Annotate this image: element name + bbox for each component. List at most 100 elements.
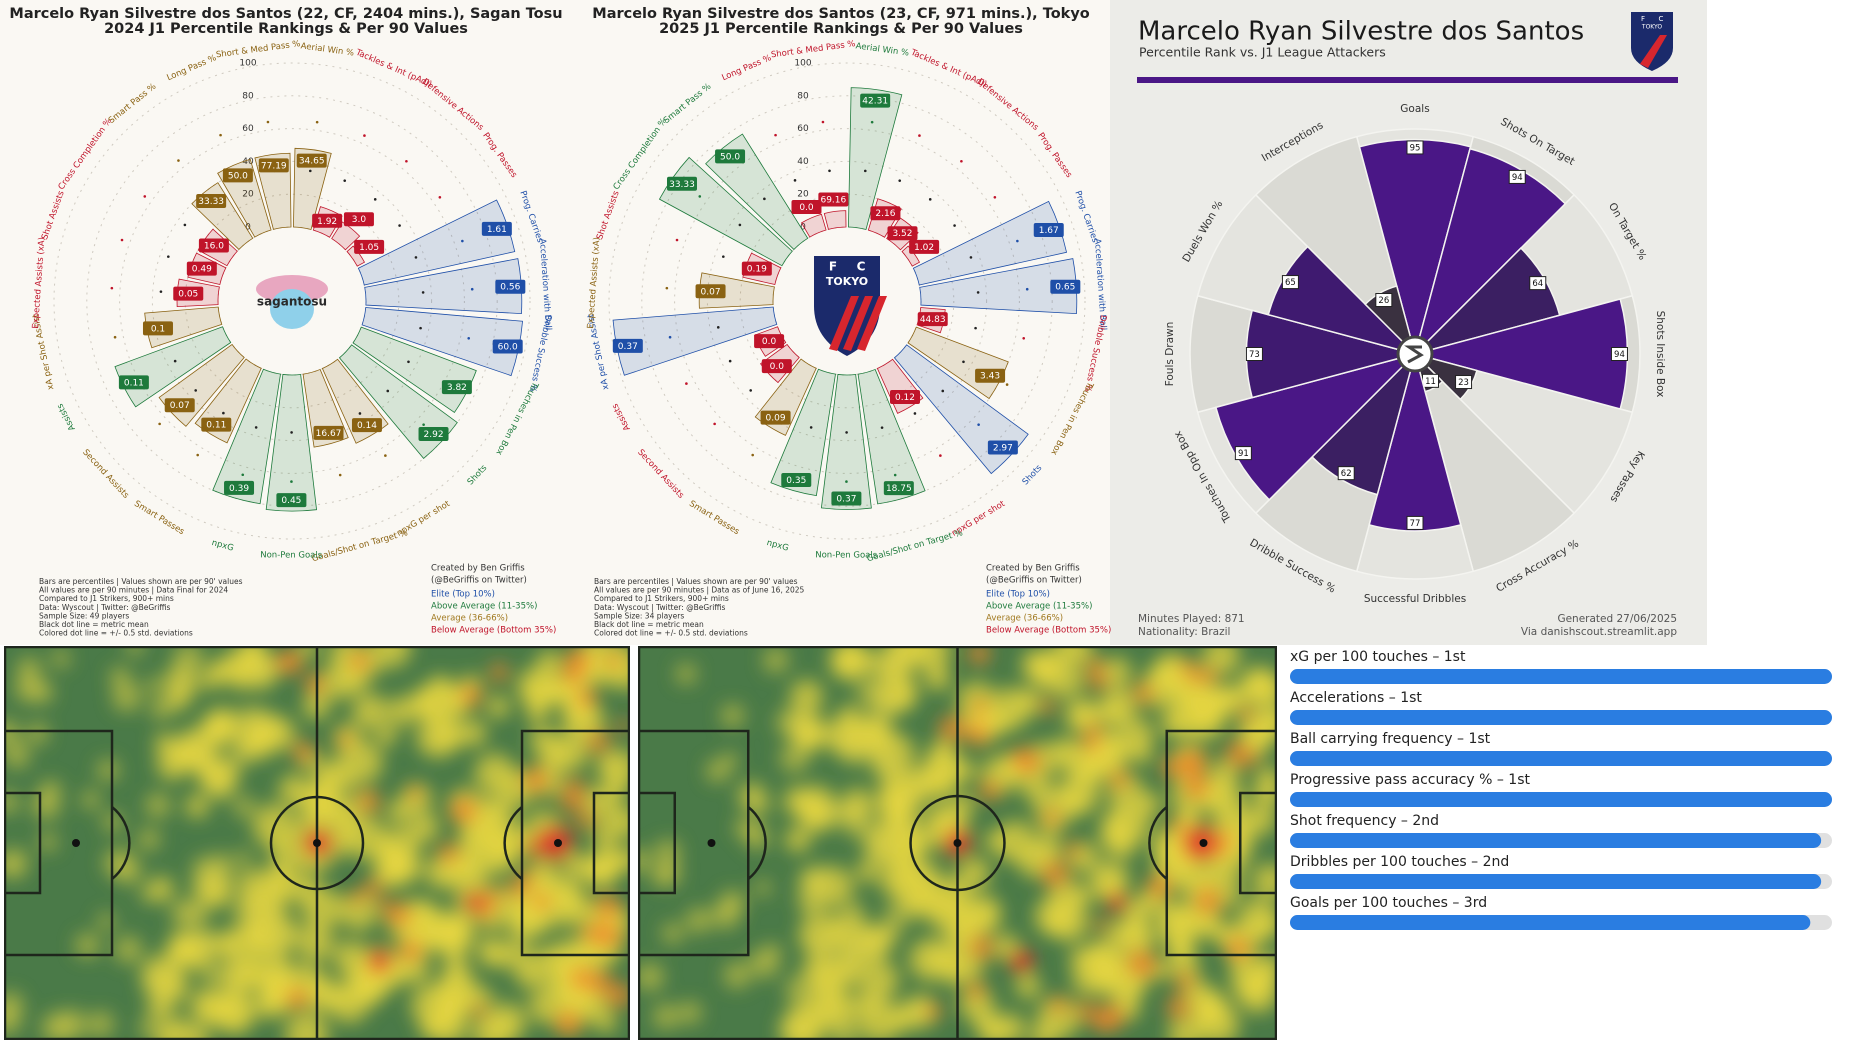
value-label: 69.16 bbox=[820, 196, 846, 206]
value-label: 0.11 bbox=[124, 378, 144, 388]
value-label: 0.37 bbox=[836, 494, 856, 504]
pitch-line bbox=[520, 729, 630, 957]
pitch-line bbox=[909, 794, 1006, 892]
value-label: 0.0 bbox=[762, 337, 777, 347]
value-box bbox=[354, 239, 385, 254]
heat-blob bbox=[533, 892, 551, 911]
mean-dot bbox=[828, 169, 831, 173]
pitch-line bbox=[638, 729, 750, 957]
legend-entry: Elite (Top 10%) bbox=[986, 590, 1050, 600]
heat-blob bbox=[1193, 988, 1228, 1024]
heat-blob bbox=[200, 962, 223, 985]
heat-blob bbox=[1108, 803, 1151, 846]
heat-blob bbox=[754, 879, 772, 896]
mean-dot bbox=[422, 423, 425, 426]
bar-label: Accelerations – 1st bbox=[1290, 690, 1422, 706]
y-tick-label: 80 bbox=[242, 91, 254, 101]
pitch-line bbox=[1148, 806, 1168, 880]
mean-dot bbox=[438, 195, 442, 199]
mean-dot bbox=[728, 359, 732, 363]
footnote: Sample Size: 34 players bbox=[594, 611, 684, 620]
heat-blob bbox=[1043, 809, 1061, 827]
mean-dot bbox=[194, 389, 197, 392]
grid-ring bbox=[674, 128, 1020, 474]
heat-blob bbox=[278, 650, 303, 674]
mean-dot bbox=[183, 223, 187, 227]
value-label: 3.0 bbox=[352, 215, 367, 225]
value-box bbox=[987, 440, 1018, 455]
value-box bbox=[441, 380, 472, 395]
heat-blob bbox=[349, 889, 365, 905]
value-label: 0.19 bbox=[747, 265, 767, 275]
heat-blob bbox=[802, 897, 819, 914]
heat-blob bbox=[990, 687, 1032, 729]
mean-dot bbox=[941, 389, 945, 393]
mean-dot bbox=[398, 224, 401, 227]
bar-label: xG per 100 touches – 1st bbox=[1290, 649, 1466, 665]
value-box bbox=[312, 213, 343, 228]
pitch-spot bbox=[313, 839, 321, 847]
heat-blob bbox=[884, 900, 913, 929]
value-box bbox=[164, 398, 195, 413]
mean-dot bbox=[308, 169, 312, 173]
footnote: Colored dot line = +/- 0.5 std. deviatio… bbox=[594, 629, 748, 638]
heat-blob bbox=[536, 649, 563, 676]
pitch-spot bbox=[72, 839, 80, 847]
value-box bbox=[612, 338, 643, 353]
value-label: 50.0 bbox=[720, 152, 740, 162]
mean-dot bbox=[315, 120, 319, 124]
value-label: 1.02 bbox=[914, 243, 934, 253]
mean-dot bbox=[918, 134, 921, 137]
heat-blob bbox=[1205, 780, 1245, 820]
mean-dot bbox=[675, 238, 679, 242]
mean-dot bbox=[668, 335, 672, 339]
heat-blob bbox=[14, 674, 43, 703]
pitch-line bbox=[1239, 791, 1277, 895]
value-box bbox=[186, 261, 217, 276]
bar bbox=[1290, 669, 1832, 684]
heat-blob bbox=[237, 868, 272, 903]
mean-dot bbox=[143, 195, 147, 198]
bar bbox=[820, 373, 872, 510]
heat-blob bbox=[1076, 1001, 1096, 1022]
heat-blob bbox=[528, 985, 568, 1025]
grid-ring bbox=[641, 95, 1053, 507]
heat-blob bbox=[861, 961, 899, 999]
heat-blob bbox=[734, 817, 755, 838]
value-label: 18.75 bbox=[886, 484, 912, 494]
logo-text: F bbox=[829, 260, 837, 274]
heat-blob bbox=[87, 1010, 115, 1038]
value-box bbox=[1033, 222, 1064, 237]
value-box bbox=[890, 390, 921, 405]
mean-dot bbox=[722, 255, 725, 258]
heat-blob bbox=[1065, 841, 1082, 858]
heat-blob bbox=[1107, 892, 1128, 913]
heat-blob bbox=[924, 1002, 942, 1020]
mean-dot bbox=[338, 473, 342, 477]
heat-blob bbox=[1122, 914, 1144, 937]
heat-blob bbox=[463, 892, 484, 913]
value-label: 0.39 bbox=[229, 484, 249, 494]
footer-text: Minutes Played: 871 bbox=[1138, 613, 1245, 625]
footer-text: Nationality: Brazil bbox=[1138, 626, 1230, 638]
heat-blob bbox=[829, 646, 871, 681]
mean-dot bbox=[793, 179, 797, 182]
heat-blob bbox=[1254, 913, 1277, 940]
heat-blob bbox=[364, 878, 383, 898]
heat-blob bbox=[1170, 952, 1200, 982]
y-tick-label: 60 bbox=[242, 124, 254, 134]
footnote: Bars are percentiles | Values shown are … bbox=[594, 577, 798, 586]
value-box bbox=[715, 149, 746, 164]
mean-dot bbox=[749, 389, 752, 392]
y-tick-label: 100 bbox=[794, 59, 811, 69]
mean-dot bbox=[1025, 287, 1029, 291]
footnote: Colored dot line = +/- 0.5 std. deviatio… bbox=[39, 629, 193, 638]
heat-blob bbox=[1030, 1023, 1057, 1040]
value-label: 1.92 bbox=[317, 217, 337, 227]
heat-blob bbox=[96, 759, 120, 782]
chart-subtitle: Percentile Rank vs. J1 League Attackers bbox=[1139, 45, 1386, 60]
heat-blob bbox=[1209, 759, 1240, 789]
value-box bbox=[831, 491, 862, 506]
heat-blob bbox=[4, 719, 19, 746]
heat-blob bbox=[881, 690, 904, 714]
